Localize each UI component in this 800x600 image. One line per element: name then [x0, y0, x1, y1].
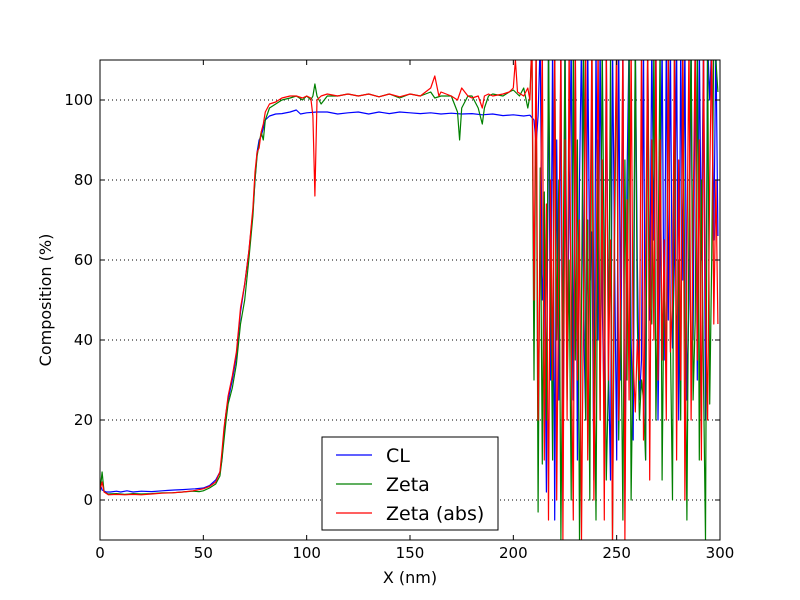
y-tick-label: 0	[83, 491, 93, 509]
series-layer	[100, 60, 719, 540]
x-tick-label: 50	[194, 544, 213, 562]
x-tick-label: 150	[396, 544, 425, 562]
x-tick-label: 300	[706, 544, 735, 562]
y-axis-label: Composition (%)	[36, 234, 55, 367]
y-tick-label: 60	[74, 251, 93, 269]
x-tick-label: 200	[499, 544, 528, 562]
x-tick-label: 250	[602, 544, 631, 562]
y-tick-label: 100	[64, 91, 93, 109]
y-tick-label: 20	[74, 411, 93, 429]
legend: CL Zeta Zeta (abs)	[321, 436, 499, 531]
y-tick-label: 40	[74, 331, 93, 349]
x-tick-label: 100	[292, 544, 321, 562]
legend-label-2: Zeta	[386, 474, 430, 496]
series-line-3	[100, 60, 719, 540]
x-tick-label: 0	[95, 544, 105, 562]
y-tick-label: 80	[74, 171, 93, 189]
axis-ticks: 0 20 40 60 80 100 0 50 100 150 200 250 300	[64, 60, 734, 562]
legend-label-3: Zeta (abs)	[386, 503, 484, 525]
legend-label-1: CL	[386, 445, 410, 467]
x-axis-label: X (nm)	[383, 568, 437, 587]
